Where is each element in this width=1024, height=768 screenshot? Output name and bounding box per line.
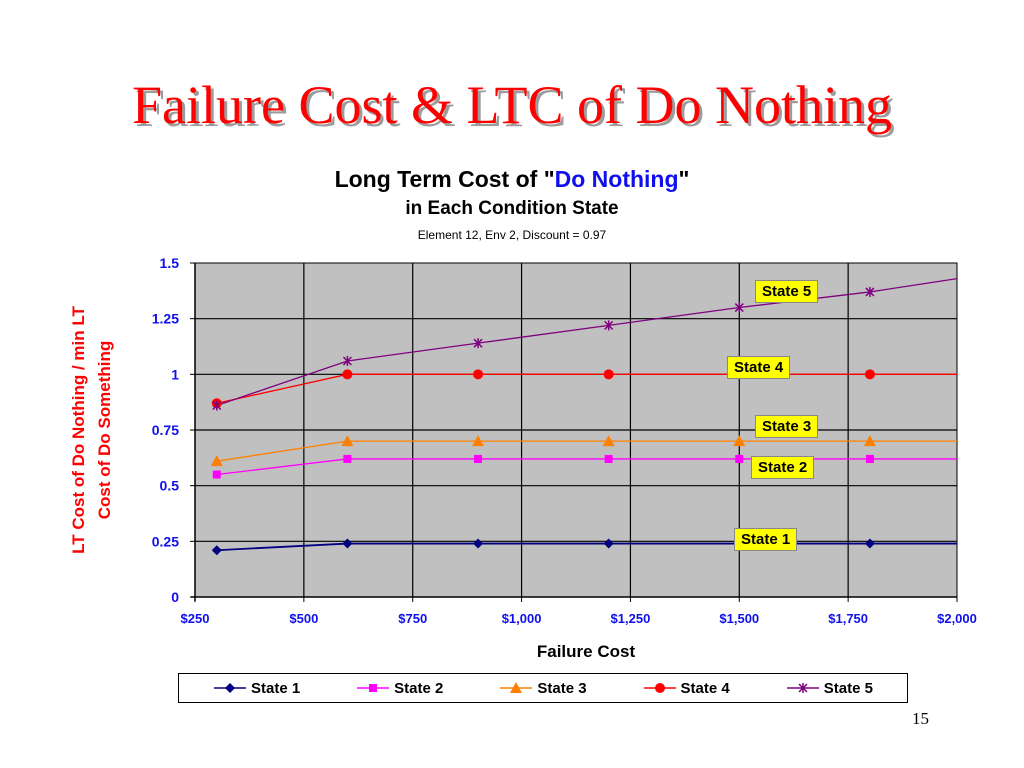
state-3-point xyxy=(472,435,485,447)
state-3-point xyxy=(863,435,876,447)
legend-item-state-2: State 2 xyxy=(356,680,443,697)
legend-label: State 4 xyxy=(680,679,730,697)
y-axis-title-line2: Cost of Do Something xyxy=(95,341,114,519)
x-tick-label: $250 xyxy=(181,611,210,626)
state-1-point xyxy=(864,538,875,549)
legend-item-state-5: State 5 xyxy=(786,680,873,697)
state-4-point xyxy=(603,369,614,380)
state-3-point xyxy=(341,435,354,447)
legend-swatch xyxy=(786,683,819,693)
legend-label: State 2 xyxy=(394,679,444,697)
y-tick-label: 1 xyxy=(171,366,179,382)
state-5-point xyxy=(604,320,614,331)
state-2-point xyxy=(865,454,874,463)
state-1-point xyxy=(473,538,484,549)
x-tick-label: $1,000 xyxy=(502,611,542,626)
state-5-point xyxy=(342,355,352,366)
legend-item-state-3: State 3 xyxy=(499,679,587,697)
legend-item-state-4: State 4 xyxy=(643,680,730,697)
y-tick-label: 0.75 xyxy=(152,422,179,438)
legend-item-state-1: State 1 xyxy=(213,680,300,697)
state-3-point xyxy=(602,435,615,447)
x-tick-label: $2,000 xyxy=(937,611,977,626)
y-axis-title-line1: LT Cost of Do Nothing / min LT xyxy=(69,306,88,554)
legend-swatch xyxy=(643,683,676,693)
state-5-point xyxy=(865,286,875,297)
y-tick-label: 0 xyxy=(171,589,179,605)
state-5-point xyxy=(734,302,744,313)
legend-swatch xyxy=(213,683,246,693)
slide-title: Failure Cost & LTC of Do Nothing xyxy=(131,75,892,135)
y-tick-label: 0.25 xyxy=(152,533,179,549)
state-2-point xyxy=(604,454,613,463)
legend-swatch xyxy=(500,682,533,693)
y-tick-label: 1.5 xyxy=(160,255,180,271)
chart-title-highlight: Do Nothing xyxy=(554,166,679,192)
page-number: 15 xyxy=(912,709,929,728)
chart-title-part2: " xyxy=(678,166,690,192)
x-tick-label: $500 xyxy=(289,611,318,626)
chart-note: Element 12, Env 2, Discount = 0.97 xyxy=(417,228,607,242)
state-3-point xyxy=(210,455,223,467)
chart-subtitle: in Each Condition State xyxy=(405,198,619,219)
state-4-point xyxy=(864,369,875,380)
state-5-point xyxy=(473,338,483,349)
state-2-point xyxy=(735,454,744,463)
legend-label: State 3 xyxy=(537,679,587,697)
state-3-point xyxy=(733,435,746,447)
chart-legend: State 1 State 2 State 3 State 4 State 5 xyxy=(178,673,908,703)
legend-swatch xyxy=(357,684,390,692)
state-4-label: State 4 xyxy=(727,356,791,379)
state-2-point xyxy=(212,470,221,479)
legend-label: State 1 xyxy=(250,679,301,697)
x-tick-label: $1,500 xyxy=(719,611,759,626)
state-5-point xyxy=(212,400,222,411)
state-2-point xyxy=(343,454,352,463)
chart-title-part1: Long Term Cost of " xyxy=(334,166,555,192)
legend-label: State 5 xyxy=(823,679,873,697)
state-3-label: State 3 xyxy=(755,415,819,438)
state-1-point xyxy=(342,538,353,549)
y-tick-label: 0.5 xyxy=(160,478,180,494)
chart-title: Long Term Cost of "Do Nothing" xyxy=(0,166,1024,193)
state-1-label: State 1 xyxy=(734,528,798,551)
x-tick-label: $1,750 xyxy=(828,611,868,626)
state-2-label: State 2 xyxy=(751,456,815,479)
y-tick-label: 1.25 xyxy=(152,311,179,327)
state-4-point xyxy=(342,369,353,380)
x-tick-label: $750 xyxy=(398,611,427,626)
x-axis-title: Failure Cost xyxy=(537,642,636,661)
state-2-point xyxy=(474,454,483,463)
state-4-point xyxy=(473,369,484,380)
x-tick-label: $1,250 xyxy=(611,611,651,626)
state-1-point xyxy=(603,538,614,549)
state-5-label: State 5 xyxy=(755,280,819,303)
state-1-point xyxy=(211,545,222,556)
